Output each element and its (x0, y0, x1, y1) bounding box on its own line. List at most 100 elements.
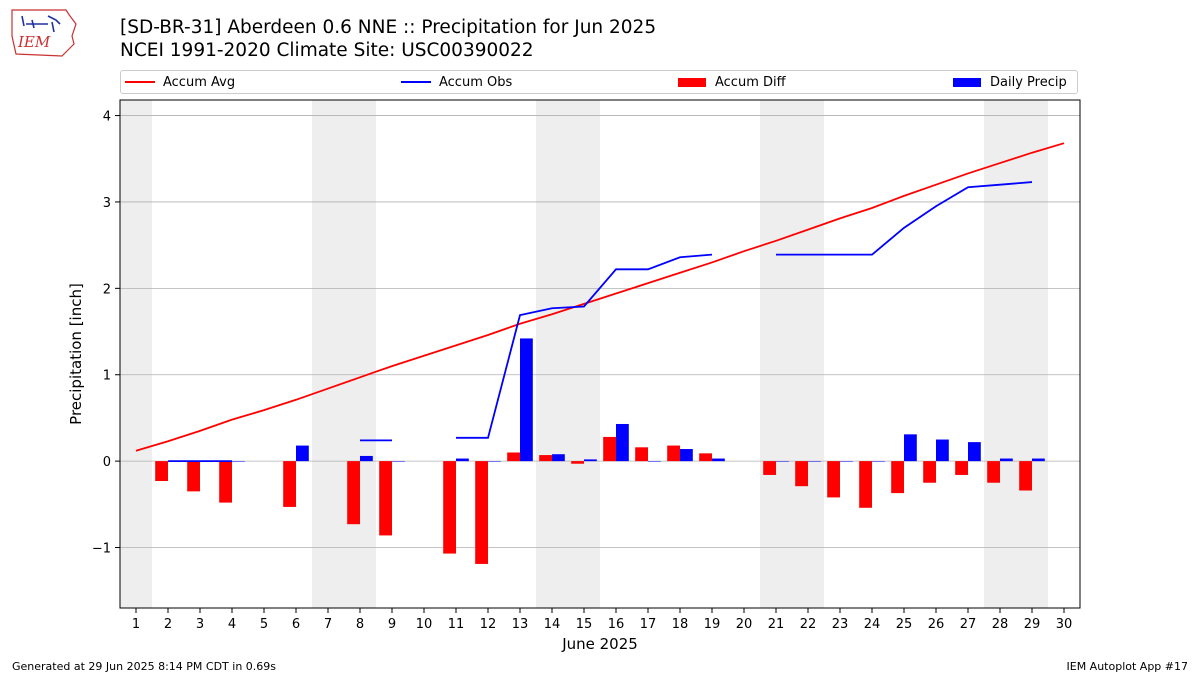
x-tick-label-17: 17 (640, 617, 657, 632)
weekend-band-0 (120, 100, 152, 608)
x-tick-label-25: 25 (896, 617, 913, 632)
accum-diff-bar-day-6 (283, 461, 296, 507)
iowa-outline-icon (11, 9, 77, 57)
legend-item-accum-obs: Accum Obs (401, 71, 512, 93)
legend-label-daily-precip: Daily Precip (990, 74, 1067, 90)
accum-diff-bar-day-28 (987, 461, 1000, 483)
accum-diff-bar-day-14 (539, 455, 552, 462)
accum-avg-line-segment-0 (135, 142, 1065, 452)
logo-text: IEM (17, 33, 51, 51)
x-tick-label-15: 15 (576, 617, 593, 632)
y-tick-label-4: 3 (103, 196, 111, 211)
x-tick-label-9: 9 (388, 617, 396, 632)
x-tick-label-26: 26 (928, 617, 945, 632)
accum-diff-bar-day-11 (443, 461, 456, 554)
daily-precip-bar-day-27 (968, 442, 981, 462)
daily-precip-bar-day-26 (936, 439, 949, 462)
daily-precip-bar-day-29 (1032, 458, 1045, 462)
accum-diff-bar-day-17 (635, 447, 648, 462)
daily-precip-bar-day-9 (392, 461, 405, 462)
weekend-band-1 (312, 100, 376, 608)
chart-title: [SD-BR-31] Aberdeen 0.6 NNE :: Precipita… (120, 17, 657, 38)
x-tick-label-2: 2 (164, 617, 172, 632)
weekend-band-4 (984, 100, 1048, 608)
x-tick-label-23: 23 (832, 617, 849, 632)
x-tick-label-27: 27 (960, 617, 977, 632)
accum-diff-bar-day-16 (603, 436, 616, 462)
legend: Accum Avg Accum Obs Accum Diff Daily Pre… (120, 70, 1078, 94)
x-tick-label-22: 22 (800, 617, 817, 632)
x-tick-label-21: 21 (768, 617, 785, 632)
daily-precip-bar-day-18 (680, 449, 693, 462)
daily-precip-bar-day-15 (584, 459, 597, 462)
x-axis-label: June 2025 (561, 635, 638, 653)
plot-frame (119, 99, 1081, 609)
x-tick-label-14: 14 (544, 617, 561, 632)
x-tick-label-3: 3 (196, 617, 204, 632)
x-tick-label-13: 13 (512, 617, 529, 632)
accum-diff-bar-day-4 (219, 461, 232, 503)
accum-diff-bar-day-12 (475, 461, 488, 564)
generated-timestamp: Generated at 29 Jun 2025 8:14 PM CDT in … (12, 660, 277, 673)
legend-swatch-accum-obs (401, 81, 431, 83)
y-tick-label-2: 1 (103, 369, 111, 384)
daily-precip-bar-day-22 (808, 461, 821, 462)
daily-precip-bar-day-11 (456, 458, 469, 462)
daily-precip-bar-day-17 (648, 461, 661, 462)
x-tick-label-19: 19 (704, 617, 721, 632)
legend-label-accum-avg: Accum Avg (163, 74, 236, 90)
accum-obs-line-segment-2 (456, 253, 713, 439)
accum-diff-bar-day-29 (1019, 461, 1032, 491)
x-tick-label-10: 10 (416, 617, 433, 632)
weekend-band-2 (536, 100, 600, 608)
x-tick-label-16: 16 (608, 617, 625, 632)
daily-precip-bar-day-8 (360, 455, 373, 462)
accum-diff-bar-day-24 (859, 461, 872, 508)
weather-instrument-icon (21, 15, 61, 33)
daily-precip-bar-day-13 (520, 338, 533, 462)
accum-diff-bar-day-26 (923, 461, 936, 483)
y-tick-label-5: 4 (103, 110, 111, 125)
x-tick-label-30: 30 (1056, 617, 1073, 632)
x-tick-label-12: 12 (480, 617, 497, 632)
daily-precip-bar-day-28 (1000, 458, 1013, 462)
iem-logo: IEM (11, 9, 77, 57)
legend-item-accum-avg: Accum Avg (125, 71, 235, 93)
daily-precip-bar-day-4 (232, 461, 245, 462)
legend-item-accum-diff: Accum Diff (678, 71, 786, 93)
x-tick-label-6: 6 (292, 617, 300, 632)
legend-swatch-daily-precip (953, 77, 981, 87)
x-tick-label-18: 18 (672, 617, 689, 632)
accum-diff-bar-day-3 (187, 461, 200, 492)
x-tick-label-28: 28 (992, 617, 1009, 632)
x-tick-label-11: 11 (448, 617, 465, 632)
y-tick-label-3: 2 (103, 282, 111, 297)
legend-label-accum-obs: Accum Obs (439, 74, 513, 90)
accum-diff-bar-day-25 (891, 461, 904, 494)
x-tick-label-7: 7 (324, 617, 332, 632)
x-tick-label-1: 1 (132, 617, 140, 632)
legend-swatch-accum-avg (125, 81, 155, 83)
accum-diff-bar-day-23 (827, 461, 840, 498)
app-credit: IEM Autoplot App #17 (1066, 660, 1189, 673)
accum-diff-bar-day-27 (955, 461, 968, 475)
weekend-band-3 (760, 100, 824, 608)
accum-diff-bar-day-21 (763, 461, 776, 475)
daily-precip-bar-day-16 (616, 423, 629, 462)
x-tick-label-20: 20 (736, 617, 753, 632)
accum-diff-bar-day-13 (507, 452, 520, 462)
accum-obs-line-segment-3 (776, 181, 1033, 256)
x-tick-label-8: 8 (356, 617, 364, 632)
daily-precip-bar-day-21 (776, 461, 789, 462)
x-tick-label-5: 5 (260, 617, 268, 632)
chart-subtitle: NCEI 1991-2020 Climate Site: USC00390022 (120, 40, 534, 61)
x-tick-label-4: 4 (228, 617, 236, 632)
daily-precip-bar-day-23 (840, 461, 853, 462)
x-tick-label-29: 29 (1024, 617, 1041, 632)
y-tick-label-0: −1 (92, 542, 111, 557)
accum-diff-bar-day-19 (699, 453, 712, 462)
y-axis-label: Precipitation [inch] (67, 283, 85, 425)
x-tick-label-24: 24 (864, 617, 881, 632)
legend-item-daily-precip: Daily Precip (953, 71, 1067, 93)
daily-precip-bar-day-25 (904, 434, 917, 462)
